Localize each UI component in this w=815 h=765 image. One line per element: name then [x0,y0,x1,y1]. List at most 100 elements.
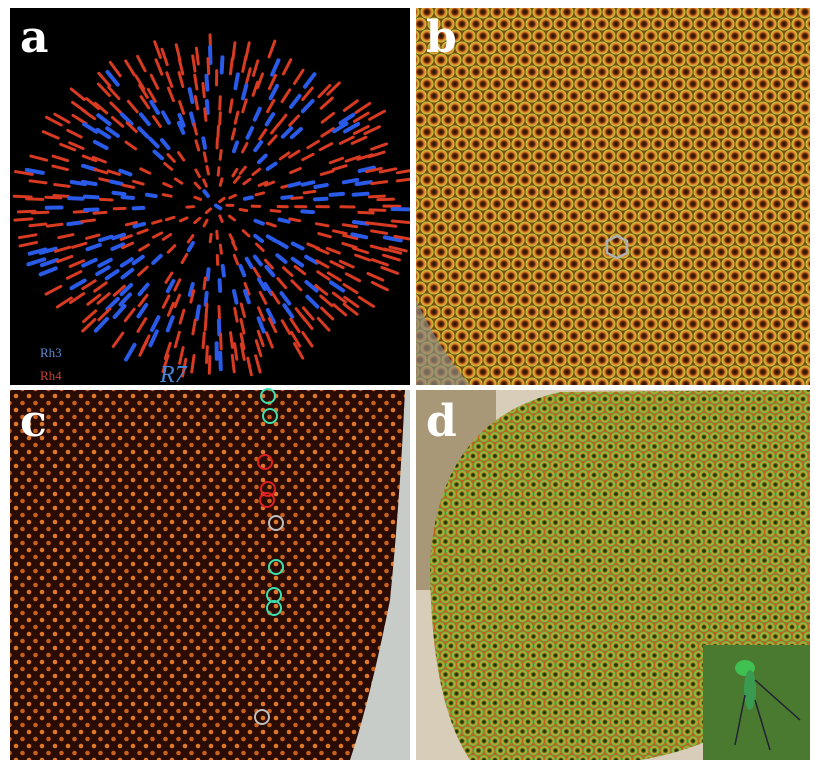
photoreceptor [55,184,69,186]
photoreceptor [302,211,313,212]
photoreceptor [378,199,394,200]
photoreceptor [195,197,201,199]
panel-c: c [10,389,410,760]
photoreceptor [27,199,43,200]
photoreceptor [209,357,210,374]
photoreceptor [220,113,221,124]
photoreceptor [204,153,206,161]
photoreceptor [220,353,221,369]
photoreceptor [231,59,233,74]
photoreceptor [216,206,220,209]
photoreceptor [235,74,237,88]
photoreceptor [207,347,208,363]
photoreceptor [203,333,204,348]
compound-eye [10,390,405,760]
photoreceptor [331,194,343,195]
photoreceptor [32,212,48,213]
photoreceptor [234,291,237,303]
photoreceptor [240,209,247,210]
photoreceptor [69,198,83,199]
photoreceptor [220,179,222,185]
photoreceptor [315,199,327,200]
photoreceptor [231,333,233,348]
photoreceptor [218,168,219,175]
photoreceptor [82,220,95,222]
photoreceptor [357,182,371,184]
photoreceptor [230,100,232,112]
photoreceptor [220,151,221,160]
photoreceptor [255,221,262,224]
photoreceptor [197,306,199,319]
photoreceptor [206,76,207,90]
photoreceptor [343,225,356,227]
photoreceptor [271,211,280,212]
photoreceptor [206,293,207,305]
photoreceptor [15,219,32,220]
photoreceptor [190,89,193,102]
photoreceptor [163,195,171,197]
photoreceptor [304,191,315,192]
legend-rh3: Rh3 [40,345,62,360]
photoreceptor [204,278,205,289]
photoreceptor [203,83,204,96]
photoreceptor [30,181,46,183]
panel-label: d [426,396,457,447]
photoreceptor [316,224,328,226]
legend-rh4: Rh4 [40,368,62,383]
photoreceptor [83,182,96,184]
photoreceptor [111,181,122,183]
compound-eye [416,8,810,385]
photoreceptor [30,224,46,226]
panel-label: a [20,12,49,63]
photoreceptor [233,43,235,59]
photoreceptor [256,193,264,195]
photoreceptor [205,316,206,330]
photoreceptor [208,269,209,279]
panel-b: b [416,8,810,385]
photoreceptor [210,234,211,241]
photoreceptor [359,212,373,213]
photoreceptor [315,185,326,187]
photoreceptor [196,48,198,64]
photoreceptor [100,199,112,200]
panel-label: c [20,396,47,447]
photoreceptor [123,197,133,198]
photoreceptor [14,196,31,197]
photoreceptor [134,224,144,227]
photoreceptor [147,195,156,196]
photoreceptor [208,59,209,74]
photoreceptor [210,47,211,63]
photoreceptor [220,280,221,291]
fly-body [744,670,756,710]
photoreceptor [344,180,357,182]
photoreceptor [221,334,222,349]
photoreceptor [220,97,221,109]
photoreceptor [195,75,197,89]
photoreceptor [245,197,252,198]
photoreceptor [205,109,206,121]
panel-d: d [416,390,810,760]
panel-a: a Rh3 Rh4 R7 [10,8,414,388]
photoreceptor [223,266,224,276]
photoreceptor [113,193,124,194]
photoreceptor [207,167,209,174]
photoreceptor [47,224,62,226]
photoreceptor [392,221,408,222]
photoreceptor [290,219,300,221]
photoreceptor [303,182,314,184]
photoreceptor [282,197,291,198]
photoreceptor [354,194,368,195]
photoreceptor [207,101,208,113]
photoreceptor [290,183,300,186]
photoreceptor [94,212,106,213]
panel-label: b [426,12,457,63]
photoreceptor [380,224,396,226]
photoreceptor [85,197,98,198]
panel-caption: R7 [159,362,188,388]
photoreceptor [372,182,387,184]
photoreceptor [292,198,302,199]
photoreceptor [219,307,220,320]
figure: a Rh3 Rh4 R7 b c [0,0,815,765]
photoreceptor [220,245,221,253]
photoreceptor [203,138,205,147]
